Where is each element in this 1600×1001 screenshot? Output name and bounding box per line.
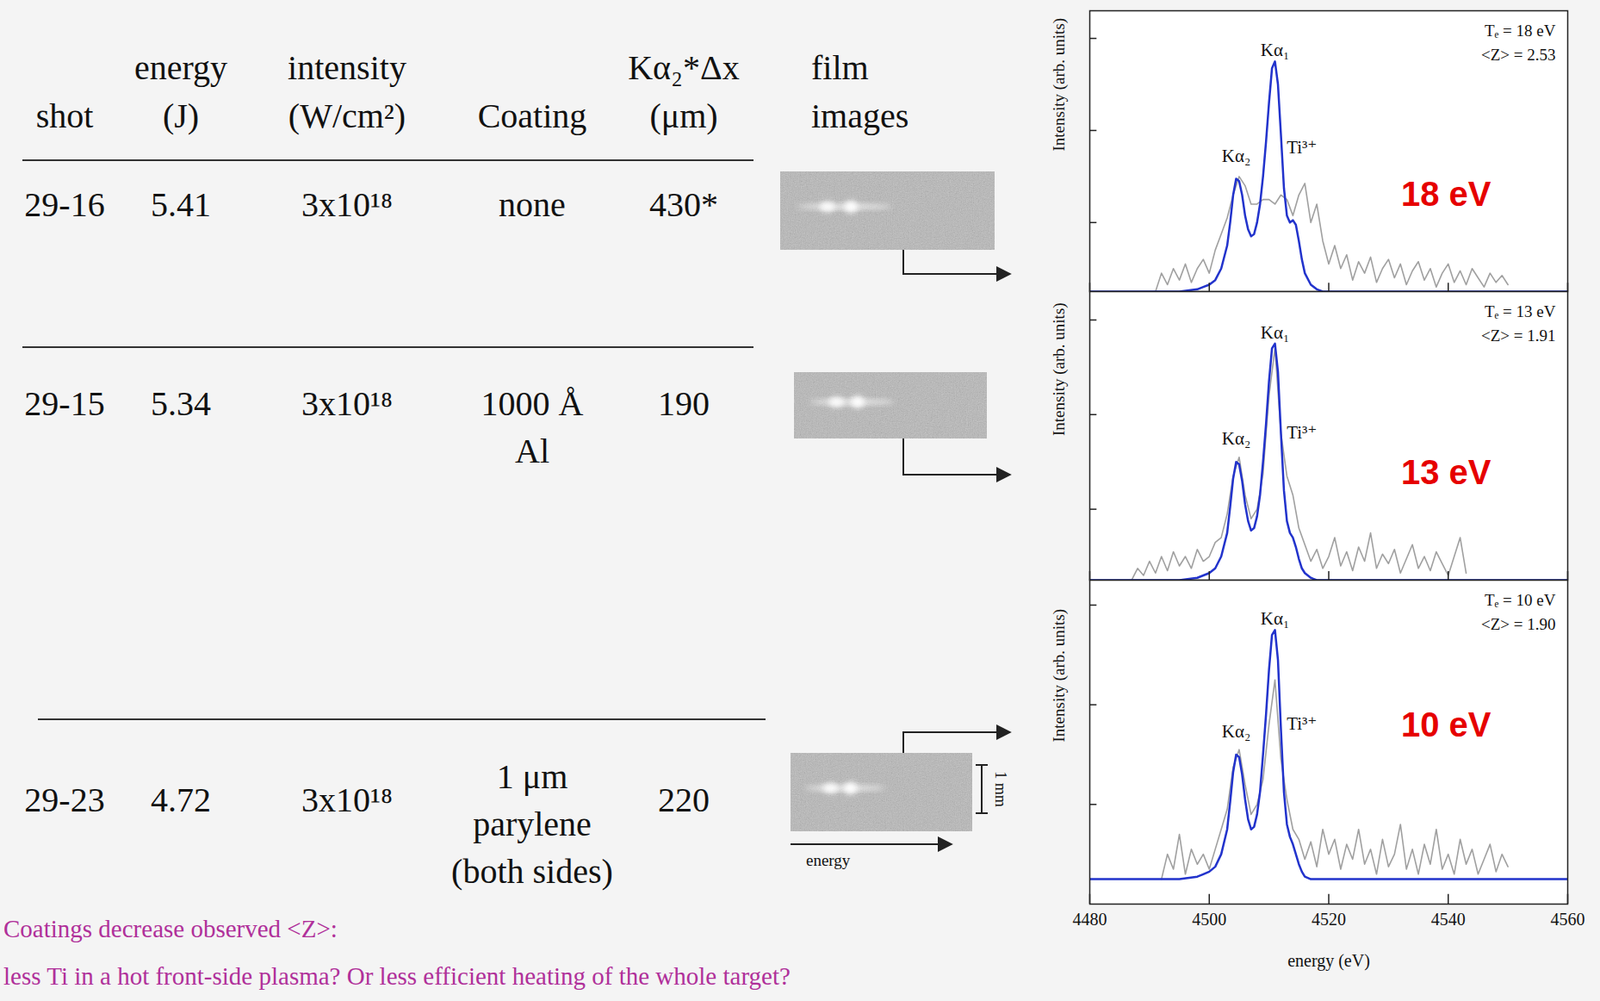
svg-text:4.72: 4.72	[150, 780, 211, 819]
svg-text:energy (eV): energy (eV)	[1287, 950, 1371, 971]
svg-text:3x10¹⁸: 3x10¹⁸	[301, 384, 393, 423]
svg-text:430*: 430*	[649, 185, 719, 224]
svg-text:1 mm: 1 mm	[992, 770, 1010, 807]
svg-text:energy: energy	[134, 48, 228, 87]
svg-text:1 μm: 1 μm	[496, 756, 569, 796]
svg-text:Kα₂: Kα₂	[1221, 145, 1252, 167]
svg-text:3x10¹⁸: 3x10¹⁸	[301, 780, 393, 819]
svg-text:5.41: 5.41	[150, 185, 211, 224]
svg-text:Al: Al	[514, 431, 550, 471]
svg-text:shot: shot	[36, 96, 94, 136]
svg-text:(both sides): (both sides)	[451, 851, 614, 891]
svg-text:4520: 4520	[1311, 909, 1346, 929]
svg-text:Kα₁: Kα₁	[1260, 322, 1290, 343]
svg-text:Intensity (arb. units): Intensity (arb. units)	[1049, 18, 1069, 152]
svg-text:Tₑ = 18 eV: Tₑ = 18 eV	[1484, 21, 1557, 40]
svg-text:energy: energy	[806, 850, 851, 869]
svg-text:Kα₂: Kα₂	[1221, 427, 1252, 449]
svg-text:Ti³⁺: Ti³⁺	[1286, 421, 1317, 443]
svg-text:parylene: parylene	[472, 804, 592, 844]
svg-text:Tₑ = 10 eV: Tₑ = 10 eV	[1484, 590, 1557, 609]
svg-text:1000 Å: 1000 Å	[481, 384, 584, 423]
svg-text:29-23: 29-23	[24, 780, 105, 819]
svg-text:(J): (J)	[162, 96, 199, 136]
svg-text:29-15: 29-15	[24, 384, 105, 423]
svg-text:Kα₂*Δx: Kα₂*Δx	[627, 48, 740, 87]
svg-text:Ti³⁺: Ti³⁺	[1286, 136, 1317, 158]
svg-text:Kα₂: Kα₂	[1221, 720, 1252, 742]
svg-text:4500: 4500	[1191, 909, 1227, 929]
svg-text:<Z> = 1.91: <Z> = 1.91	[1481, 326, 1557, 345]
svg-text:Intensity (arb. units): Intensity (arb. units)	[1049, 302, 1069, 436]
svg-text:less Ti in a hot front-side pl: less Ti in a hot front-side plasma? Or l…	[3, 961, 791, 990]
svg-text:(W/cm²): (W/cm²)	[288, 96, 406, 136]
svg-text:Intensity (arb. units): Intensity (arb. units)	[1049, 608, 1069, 743]
svg-text:Coatings decrease observed <Z>: Coatings decrease observed <Z>:	[3, 914, 338, 943]
svg-text:4560: 4560	[1550, 909, 1586, 929]
svg-text:images: images	[811, 96, 909, 136]
svg-text:5.34: 5.34	[150, 384, 211, 423]
svg-text:18 eV: 18 eV	[1401, 174, 1492, 213]
svg-text:<Z> = 2.53: <Z> = 2.53	[1481, 45, 1557, 64]
svg-text:(μm): (μm)	[649, 96, 718, 136]
svg-text:29-16: 29-16	[24, 185, 105, 224]
svg-text:intensity: intensity	[287, 48, 407, 87]
svg-text:Ti³⁺: Ti³⁺	[1286, 713, 1317, 734]
svg-text:13 eV: 13 eV	[1401, 452, 1492, 491]
svg-text:<Z> = 1.90: <Z> = 1.90	[1481, 614, 1557, 633]
svg-text:Kα₁: Kα₁	[1260, 39, 1290, 61]
svg-text:10 eV: 10 eV	[1401, 705, 1492, 744]
svg-text:4480: 4480	[1072, 909, 1108, 929]
svg-text:Kα₁: Kα₁	[1260, 607, 1290, 629]
svg-text:220: 220	[657, 780, 710, 819]
svg-text:film: film	[811, 48, 869, 87]
svg-text:190: 190	[657, 384, 710, 423]
svg-text:3x10¹⁸: 3x10¹⁸	[301, 185, 393, 224]
svg-text:Tₑ = 13 eV: Tₑ = 13 eV	[1484, 302, 1557, 321]
svg-text:Coating: Coating	[477, 96, 588, 136]
svg-text:4540: 4540	[1431, 909, 1466, 929]
svg-text:none: none	[498, 185, 566, 224]
